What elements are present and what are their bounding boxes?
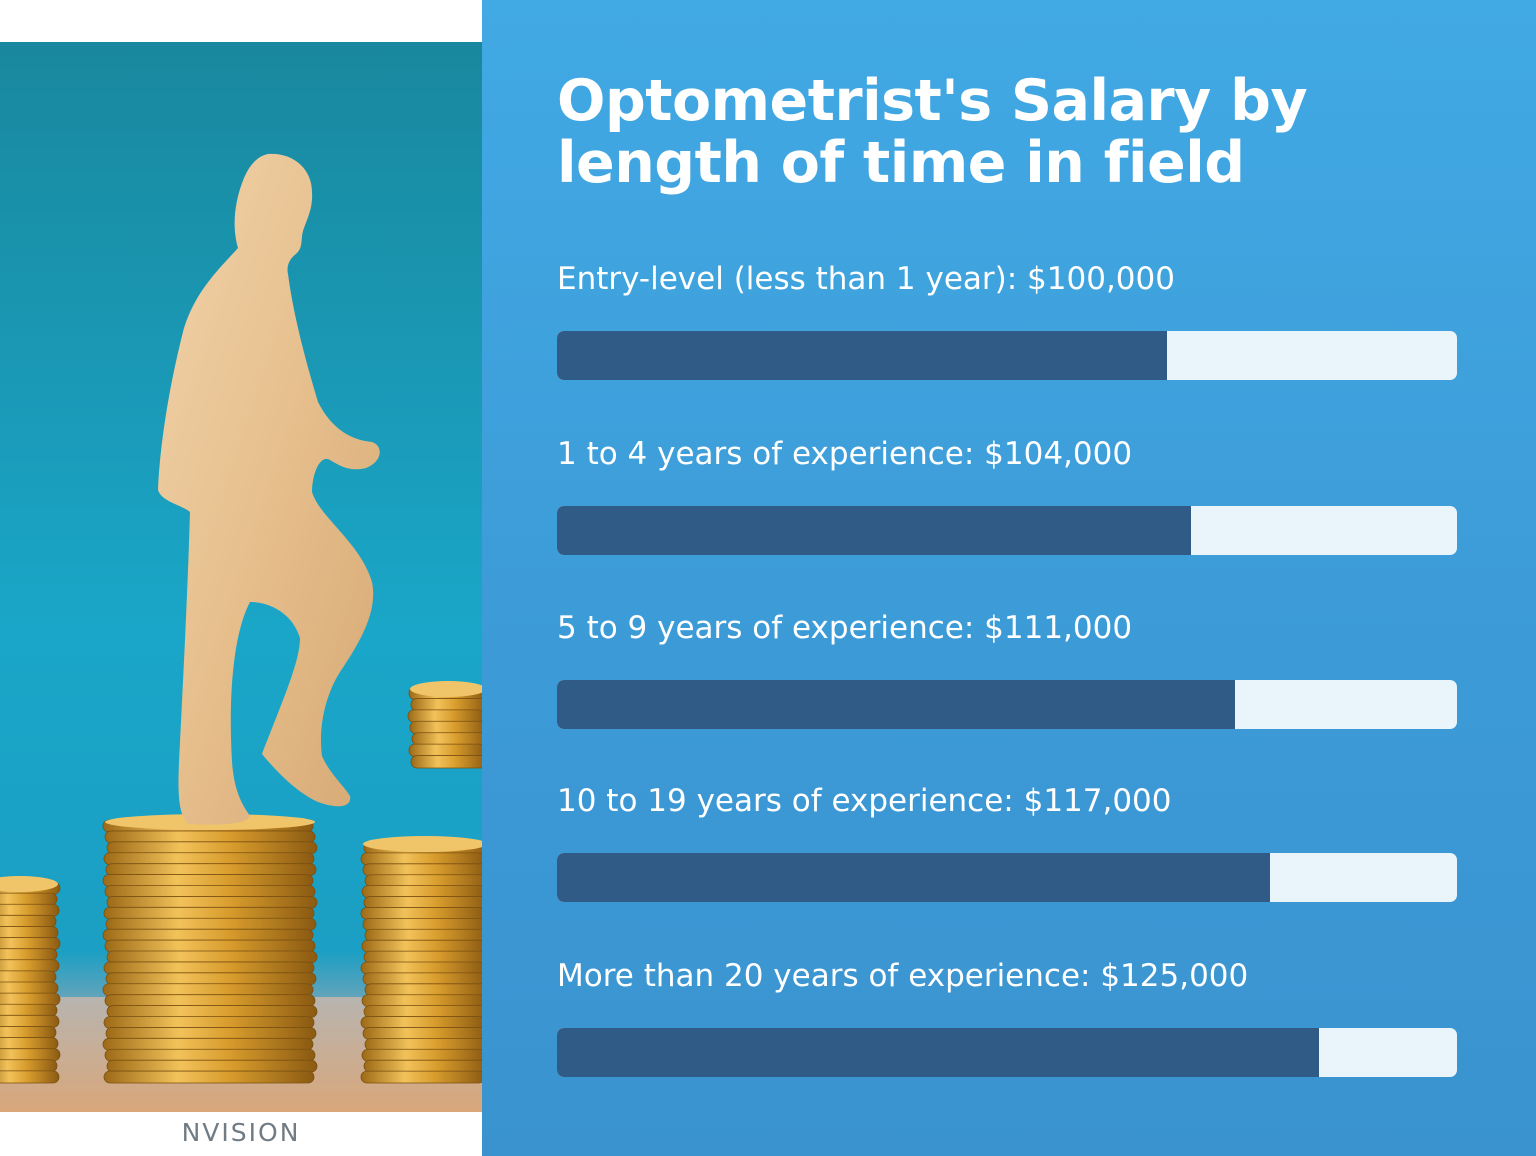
bar-track-1 [557, 506, 1457, 555]
coin [104, 1048, 316, 1062]
coin [411, 732, 482, 746]
coin [102, 983, 314, 997]
coin [0, 981, 59, 995]
coin [106, 1005, 318, 1018]
bar-track-3 [557, 853, 1457, 902]
bar-track-4 [557, 1028, 1457, 1077]
coin [361, 1048, 482, 1062]
wooden-figure [158, 153, 380, 825]
coin [363, 950, 482, 964]
coin [103, 1070, 315, 1084]
coin [0, 926, 59, 939]
coin [361, 939, 482, 953]
coin [103, 1016, 315, 1029]
coin [408, 743, 482, 757]
bar-2 [557, 680, 1235, 729]
data-label-4: More than 20 years of experience: $125,0… [557, 958, 1249, 994]
coin [0, 1003, 58, 1017]
coin [104, 885, 316, 898]
coin-stack-illustration [0, 153, 482, 1112]
coin [363, 1005, 482, 1018]
coin [362, 1027, 482, 1040]
coin [361, 994, 482, 1008]
bar-0 [557, 331, 1168, 380]
coin [362, 972, 482, 986]
coin [106, 896, 318, 909]
data-label-0: Entry-level (less than 1 year): $100,000 [557, 261, 1175, 297]
data-label-1: 1 to 4 years of experience: $104,000 [557, 436, 1133, 472]
coin [103, 906, 315, 920]
coin [363, 896, 482, 909]
bar-3 [557, 853, 1270, 902]
coin [362, 863, 482, 877]
coin [0, 992, 61, 1006]
coin [0, 970, 57, 984]
coin [106, 841, 318, 855]
coin [0, 1026, 57, 1039]
bar-1 [557, 506, 1191, 555]
coin [0, 948, 58, 962]
bar-track-2 [557, 680, 1457, 729]
coin [103, 852, 315, 866]
coin [364, 874, 482, 888]
coin [360, 1070, 482, 1084]
coin [102, 1037, 314, 1051]
coin [410, 698, 482, 712]
coin-stacks [0, 681, 482, 1084]
coin [105, 863, 317, 876]
coin [360, 907, 482, 920]
coin-top [410, 681, 482, 697]
hero-photo [0, 42, 482, 1112]
coin [407, 709, 482, 723]
coin [0, 937, 61, 951]
coin [360, 961, 482, 975]
coin [104, 994, 316, 1007]
coin [105, 972, 317, 986]
data-label-3: 10 to 19 years of experience: $117,000 [557, 783, 1172, 819]
coin [409, 720, 482, 735]
coin [362, 917, 482, 931]
coin [103, 961, 315, 975]
coin [0, 1037, 59, 1051]
coin [0, 914, 57, 928]
chart-title: Optometrist's Salary by length of time i… [557, 68, 1308, 196]
coin [0, 1059, 58, 1073]
coin [0, 903, 60, 917]
coin [0, 892, 58, 906]
coin [360, 1016, 482, 1029]
coin [364, 983, 482, 997]
coin [102, 928, 314, 942]
coin [106, 950, 318, 964]
coin [363, 1059, 482, 1073]
coin [360, 852, 482, 866]
bar-track-0 [557, 331, 1457, 380]
coin-top [0, 876, 58, 892]
salary-chart: Optometrist's Salary by length of time i… [482, 0, 1536, 1156]
coin [0, 1014, 60, 1028]
brand-logo: NVISION [181, 1118, 301, 1147]
coin [410, 755, 482, 769]
coin [102, 874, 314, 887]
coin [105, 917, 317, 931]
coin [0, 1070, 60, 1084]
coin-top [363, 836, 482, 852]
coin [364, 1037, 482, 1051]
data-label-2: 5 to 9 years of experience: $111,000 [557, 610, 1133, 646]
coin [106, 1059, 318, 1073]
coin [361, 885, 482, 898]
coin [104, 830, 316, 844]
coin [364, 928, 482, 942]
coin [0, 959, 60, 973]
bar-4 [557, 1028, 1320, 1077]
coin [0, 1048, 61, 1062]
coin [105, 1027, 317, 1040]
coin [104, 939, 316, 953]
